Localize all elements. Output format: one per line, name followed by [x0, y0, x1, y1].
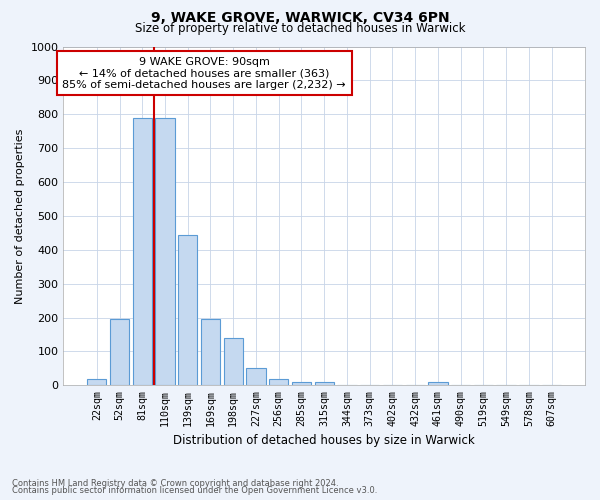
Bar: [178, 235, 197, 386]
Bar: [201, 318, 220, 386]
Bar: [314, 382, 334, 386]
Text: Size of property relative to detached houses in Warwick: Size of property relative to detached ho…: [135, 22, 465, 35]
Bar: [133, 118, 152, 386]
Bar: [155, 118, 175, 386]
Y-axis label: Number of detached properties: Number of detached properties: [15, 128, 25, 304]
Text: Contains HM Land Registry data © Crown copyright and database right 2024.: Contains HM Land Registry data © Crown c…: [12, 478, 338, 488]
Bar: [428, 382, 448, 386]
Bar: [87, 378, 106, 386]
Bar: [224, 338, 243, 386]
Text: Contains public sector information licensed under the Open Government Licence v3: Contains public sector information licen…: [12, 486, 377, 495]
Text: 9 WAKE GROVE: 90sqm
← 14% of detached houses are smaller (363)
85% of semi-detac: 9 WAKE GROVE: 90sqm ← 14% of detached ho…: [62, 56, 346, 90]
Bar: [110, 318, 129, 386]
Bar: [292, 382, 311, 386]
Bar: [269, 379, 289, 386]
Bar: [247, 368, 266, 386]
Text: 9, WAKE GROVE, WARWICK, CV34 6PN: 9, WAKE GROVE, WARWICK, CV34 6PN: [151, 12, 449, 26]
X-axis label: Distribution of detached houses by size in Warwick: Distribution of detached houses by size …: [173, 434, 475, 448]
